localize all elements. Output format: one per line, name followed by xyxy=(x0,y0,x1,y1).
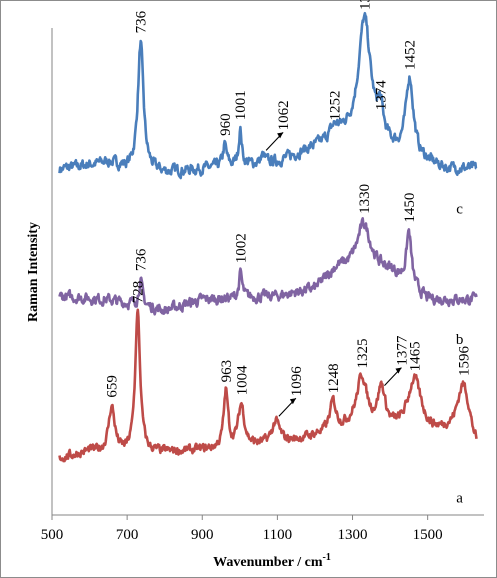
x-tick-label: 700 xyxy=(116,527,139,543)
peak-label: 728 xyxy=(131,281,147,304)
peak-label: 1450 xyxy=(402,193,418,223)
series-b-line xyxy=(58,217,478,316)
x-tick-label: 500 xyxy=(41,527,64,543)
peak-label: 1330 xyxy=(357,184,373,214)
x-tick-label: 1300 xyxy=(338,527,368,543)
peak-label: 1332 xyxy=(358,0,374,10)
peak-label: 659 xyxy=(105,375,121,398)
peak-label: 1004 xyxy=(234,365,250,396)
peak-label: 963 xyxy=(219,360,235,383)
peak-label: 736 xyxy=(134,10,150,33)
peak-arrowhead xyxy=(289,398,296,405)
peak-label: 1377 xyxy=(394,335,410,366)
series-c-line xyxy=(58,11,478,180)
x-ticks: 500 700 900 1100 1300 1500 xyxy=(41,515,443,543)
series-b-label: b xyxy=(456,332,464,348)
peak-arrowhead xyxy=(277,132,284,139)
x-axis-title-superscript: -1 xyxy=(323,552,331,563)
peak-label: 1062 xyxy=(276,100,292,130)
x-tick-label: 1100 xyxy=(263,527,292,543)
peak-label: 1325 xyxy=(355,339,371,369)
peak-label: 736 xyxy=(134,248,150,271)
x-tick-label: 1500 xyxy=(413,527,443,543)
peak-label: 1465 xyxy=(408,341,424,371)
x-axis-title: Wavenumber / cm-1 xyxy=(213,552,331,570)
peak-label: 1002 xyxy=(234,233,250,263)
series-layer xyxy=(58,11,478,463)
peak-label: 1001 xyxy=(233,90,249,120)
peak-label: 1096 xyxy=(289,366,305,397)
peak-label: 1452 xyxy=(403,40,419,70)
peak-label: 1248 xyxy=(326,363,342,393)
series-a-label: a xyxy=(456,491,463,507)
peak-arrowhead xyxy=(395,367,402,374)
x-axis-title-main: Wavenumber / cm xyxy=(213,555,323,570)
y-axis-title: Raman Intensity xyxy=(26,222,41,322)
peak-label: 960 xyxy=(218,113,234,136)
chart-axes xyxy=(51,28,484,516)
series-c-label: c xyxy=(456,201,463,217)
peak-label: 1374 xyxy=(373,80,389,111)
series-a-line xyxy=(58,308,478,463)
x-tick-label: 900 xyxy=(191,527,214,543)
peak-label: 1252 xyxy=(327,91,343,121)
peak-label: 1596 xyxy=(457,346,473,377)
